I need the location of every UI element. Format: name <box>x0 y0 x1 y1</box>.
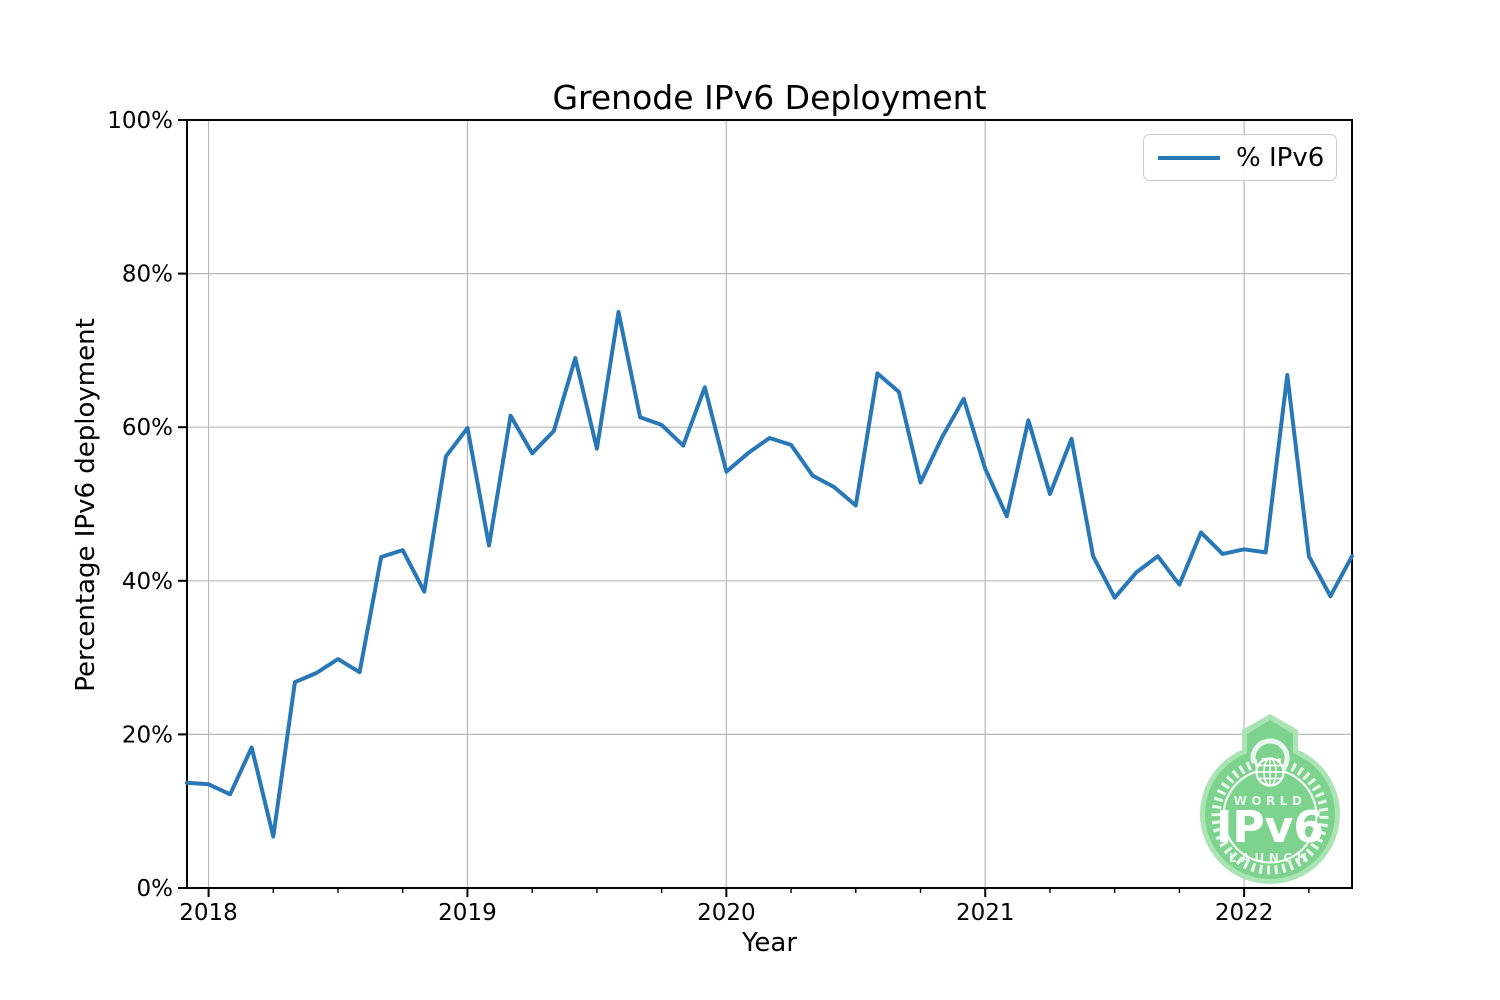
badge-word-main: IPv6 <box>1216 802 1324 853</box>
legend-label: % IPv6 <box>1236 142 1325 173</box>
legend-line-sample <box>1158 155 1220 160</box>
y-tick-label: 80% <box>122 262 173 288</box>
y-tick-label: 60% <box>122 415 173 441</box>
x-tick-label: 2018 <box>179 900 238 926</box>
x-tick-label: 2020 <box>697 900 756 926</box>
x-tick-label: 2019 <box>438 900 497 926</box>
chart-title: Grenode IPv6 Deployment <box>552 78 987 117</box>
y-tick-label: 100% <box>107 108 173 134</box>
series-line-ipv6 <box>185 310 1354 839</box>
globe-icon <box>1255 757 1285 787</box>
y-tick-label: 0% <box>137 876 174 902</box>
world-ipv6-launch-badge: WORLD IPv6 LAUNCH <box>1200 714 1340 884</box>
plot-border <box>186 119 1353 889</box>
badge-word-top: WORLD <box>1234 794 1307 808</box>
badge-word-bottom: LAUNCH <box>1229 851 1311 865</box>
legend: % IPv6 <box>1143 134 1337 181</box>
y-tick-label: 40% <box>122 569 173 595</box>
x-axis-label: Year <box>741 928 798 958</box>
x-tick-label: 2022 <box>1215 900 1274 926</box>
badge-dash-ring <box>1211 757 1329 875</box>
y-axis-label: Percentage IPv6 deployment <box>71 318 101 692</box>
y-tick-label: 20% <box>122 722 173 748</box>
x-tick-label: 2021 <box>956 900 1015 926</box>
